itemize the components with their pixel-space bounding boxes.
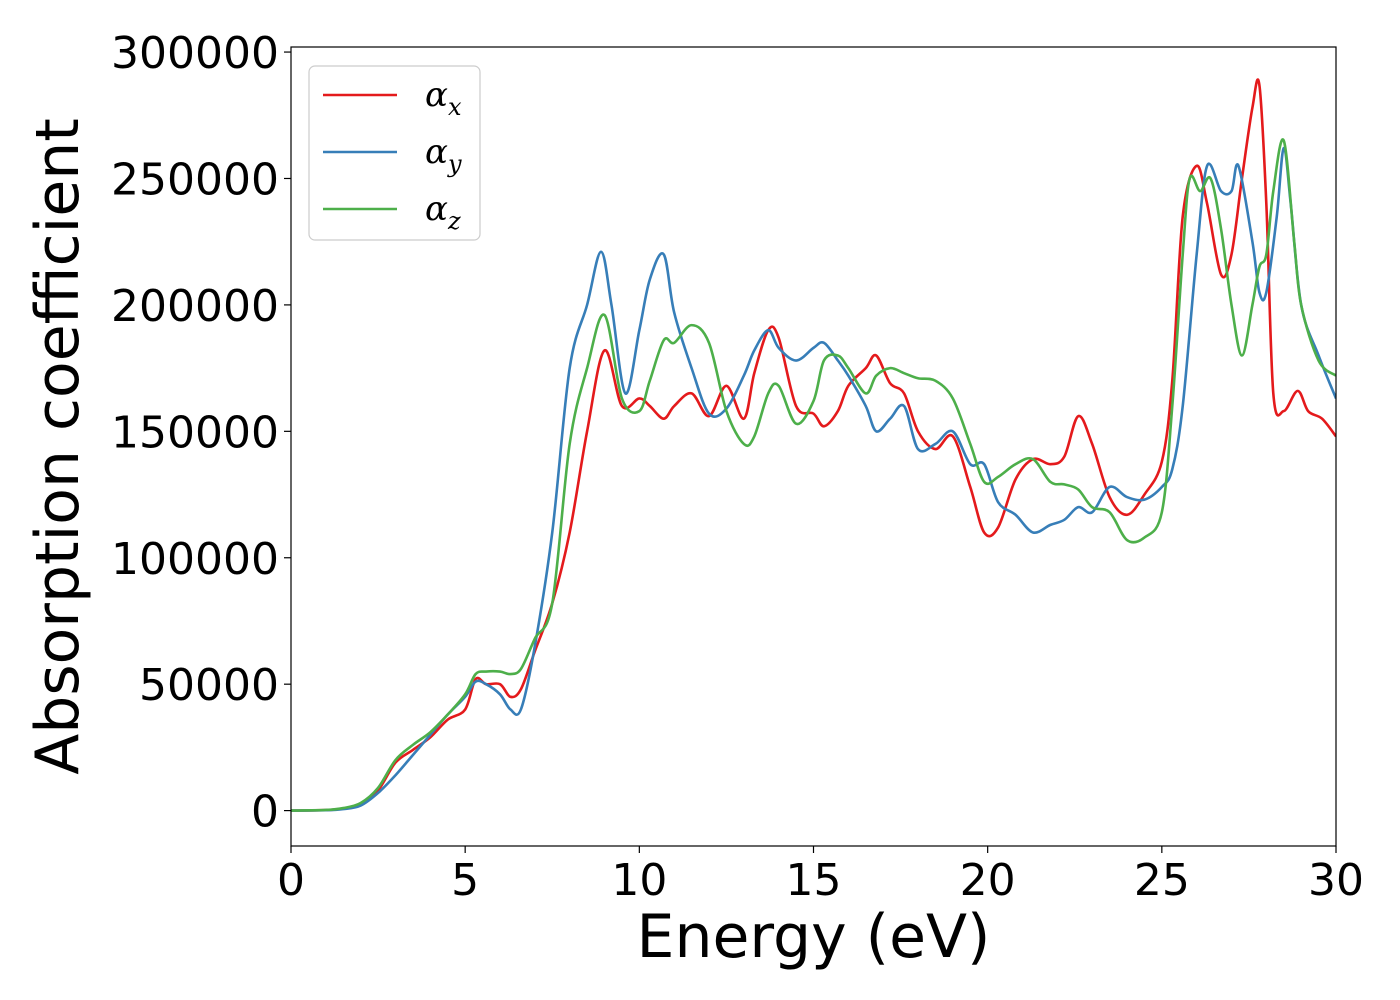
y-tick-label: 200000 <box>111 281 279 332</box>
x-tick-label: 0 <box>277 855 305 906</box>
x-axis-ticks: 0 5 10 15 20 25 30 <box>277 846 1364 906</box>
y-tick-label: 0 <box>251 787 279 838</box>
y-tick-label: 50000 <box>139 660 279 711</box>
x-tick-label: 30 <box>1308 855 1364 906</box>
x-tick-label: 25 <box>1134 855 1190 906</box>
series-line-alpha-z <box>291 138 1336 812</box>
y-tick-label: 250000 <box>111 154 279 205</box>
y-tick-label: 150000 <box>111 407 279 458</box>
y-axis-ticks: 0 50000 100000 150000 200000 250000 300000 <box>111 28 291 838</box>
series-layer <box>291 78 1336 812</box>
series-line-alpha-x <box>291 78 1336 812</box>
y-tick-label: 300000 <box>111 28 279 79</box>
x-tick-label: 15 <box>786 855 842 906</box>
x-tick-label: 5 <box>451 855 479 906</box>
legend-label-alpha-z: αz <box>425 189 461 235</box>
x-tick-label: 20 <box>960 855 1016 906</box>
y-axis-label: Absorption coefficient <box>23 118 93 775</box>
x-tick-label: 10 <box>611 855 667 906</box>
x-axis-label: Energy (eV) <box>637 902 991 972</box>
series-line-alpha-y <box>291 146 1336 812</box>
y-tick-label: 100000 <box>111 534 279 585</box>
